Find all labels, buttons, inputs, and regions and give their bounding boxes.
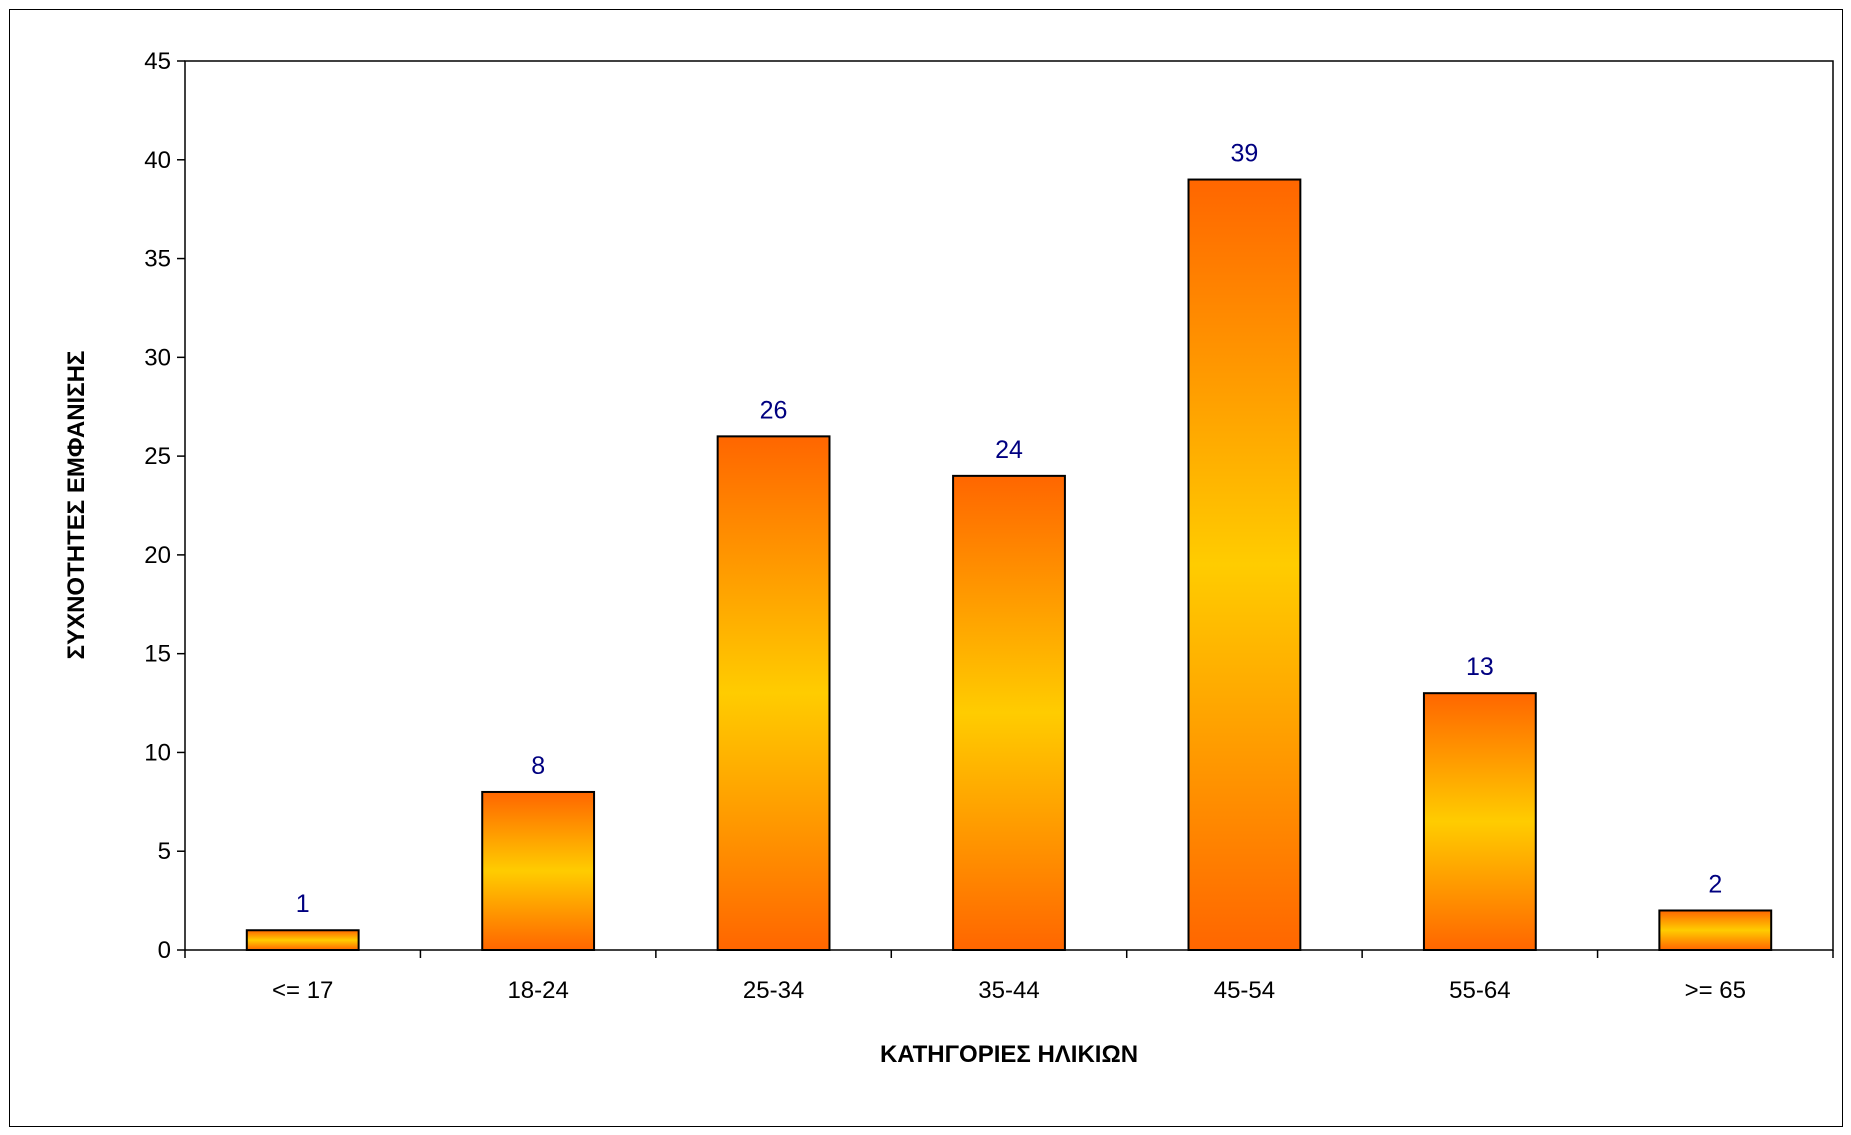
- x-tick-label: 45-54: [1214, 977, 1275, 1004]
- data-label: 13: [1466, 653, 1494, 681]
- y-tick-label: 45: [144, 48, 171, 75]
- x-tick-label: 18-24: [507, 977, 568, 1004]
- data-label: 39: [1231, 140, 1259, 168]
- bar-chart: 0 5 10 15 20 25 30 35 40 45 <= 17 18-24 25-34 35-44 4…: [63, 48, 1834, 1068]
- y-tick-label: 25: [144, 443, 171, 470]
- data-label: 24: [995, 436, 1023, 464]
- bar: [1658, 909, 1773, 952]
- x-tick-label: 35-44: [978, 977, 1039, 1004]
- data-label: 1: [296, 890, 310, 918]
- y-tick-label: 10: [144, 739, 171, 766]
- x-tick-label: <= 17: [272, 977, 333, 1004]
- x-axis-title: ΚΑΤΗΓΟΡΙΕΣ ΗΛΙΚΙΩΝ: [880, 1041, 1138, 1068]
- bar: [952, 474, 1066, 951]
- y-tick-label: 30: [144, 344, 171, 371]
- x-tick-label: 55-64: [1449, 977, 1510, 1004]
- x-axis: <= 17 18-24 25-34 35-44 45-54 55-64 >= 65: [184, 950, 1834, 1004]
- bars: [245, 178, 1773, 952]
- bar: [1422, 692, 1537, 952]
- x-tick-label: 25-34: [743, 977, 804, 1004]
- bar: [716, 435, 831, 952]
- chart-frame: 0 5 10 15 20 25 30 35 40 45 <= 17 18-24 25-34 35-44 4…: [9, 9, 1843, 1127]
- y-axis-title: ΣΥΧΝΟΤΗΤΕΣ ΕΜΦΑΝΙΣΗΣ: [63, 351, 90, 660]
- x-tick-label: >= 65: [1685, 977, 1746, 1004]
- bar: [245, 929, 360, 952]
- data-label: 8: [531, 752, 545, 780]
- data-labels: 1 8 26 24 39 13 2: [296, 140, 1722, 919]
- y-axis: 0 5 10 15 20 25 30 35 40 45: [144, 48, 185, 964]
- y-tick-label: 15: [144, 641, 171, 668]
- y-tick-label: 35: [144, 246, 171, 273]
- data-label: 26: [760, 396, 788, 424]
- bar: [1187, 178, 1302, 952]
- y-tick-label: 40: [144, 147, 171, 174]
- bar: [481, 790, 596, 952]
- y-tick-label: 5: [158, 838, 171, 865]
- y-tick-label: 0: [158, 937, 171, 964]
- y-tick-label: 20: [144, 542, 171, 569]
- data-label: 2: [1708, 870, 1722, 898]
